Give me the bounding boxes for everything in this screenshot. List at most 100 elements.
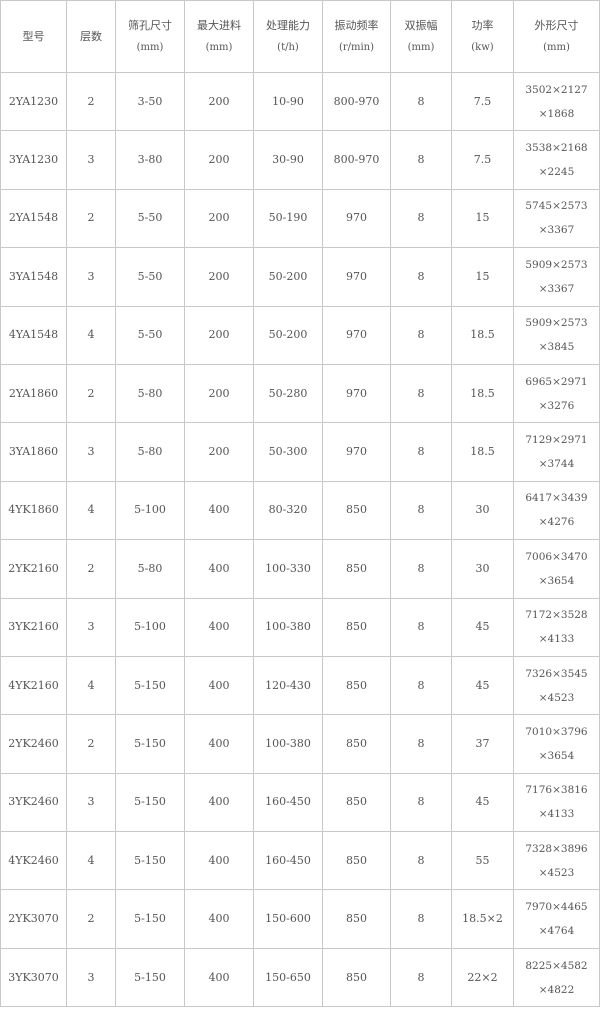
cell-capacity: 30-90 xyxy=(253,130,323,190)
dimension-line: ×4822 xyxy=(538,983,575,996)
cell-feed: 400 xyxy=(184,947,254,1008)
cell-model: 3YA1548 xyxy=(0,247,67,307)
cell-model: 2YA1548 xyxy=(0,188,67,249)
cell-power: 37 xyxy=(451,714,514,774)
dimension-line: ×3276 xyxy=(538,399,575,412)
cell-amp: 8 xyxy=(390,947,452,1008)
table-row: 3YK2160 3 5-100 400 100-380 850 8 45 7172×3528 ×4… xyxy=(0,597,600,657)
table-row: 2YA1860 2 5-80 200 50-280 970 8 18.5 6965×2971 ×3… xyxy=(0,363,600,424)
dimension-line: 3502×2127 xyxy=(525,83,588,96)
cell-dimensions: 7326×3545 ×4523 xyxy=(513,655,600,716)
cell-power: 30 xyxy=(451,480,514,541)
dimension-line: 7172×3528 xyxy=(525,609,588,622)
dimension-line: 7328×3896 xyxy=(525,842,588,855)
cell-power: 7.5 xyxy=(451,130,514,190)
cell-layers: 3 xyxy=(66,422,116,482)
cell-power: 45 xyxy=(451,655,514,716)
cell-layers: 3 xyxy=(66,130,116,190)
cell-mesh: 5-100 xyxy=(115,597,185,657)
cell-feed: 400 xyxy=(184,480,254,541)
cell-layers: 4 xyxy=(66,831,116,891)
cell-mesh: 5-150 xyxy=(115,947,185,1008)
dimension-line: 7326×3545 xyxy=(525,667,588,680)
cell-power: 15 xyxy=(451,247,514,307)
cell-layers: 4 xyxy=(66,655,116,716)
cell-capacity: 50-200 xyxy=(253,305,323,365)
cell-amp: 8 xyxy=(390,480,452,541)
cell-model: 2YK2160 xyxy=(0,539,67,599)
cell-capacity: 160-450 xyxy=(253,831,323,891)
cell-dimensions: 6417×3439 ×4276 xyxy=(513,480,600,541)
cell-model: 4YK1860 xyxy=(0,480,67,541)
table-row: 2YA1548 2 5-50 200 50-190 970 8 15 5745×2573 ×336… xyxy=(0,188,600,249)
table-row: 2YK2160 2 5-80 400 100-330 850 8 30 7006×3470 ×36… xyxy=(0,539,600,599)
cell-model: 2YK2460 xyxy=(0,714,67,774)
cell-dimensions: 6965×2971 ×3276 xyxy=(513,363,600,424)
table-row: 4YK1860 4 5-100 400 80-320 850 8 30 6417×3439 ×42… xyxy=(0,480,600,541)
dimension-line: ×3654 xyxy=(538,574,575,587)
cell-mesh: 5-80 xyxy=(115,539,185,599)
cell-capacity: 160-450 xyxy=(253,772,323,833)
cell-model: 3YA1230 xyxy=(0,130,67,190)
table-row: 3YK2460 3 5-150 400 160-450 850 8 45 7176×3816 ×4… xyxy=(0,772,600,833)
cell-dimensions: 7129×2971 ×3744 xyxy=(513,422,600,482)
dimension-line: 5745×2573 xyxy=(525,200,588,213)
cell-layers: 2 xyxy=(66,363,116,424)
dimension-line: ×4133 xyxy=(538,808,575,821)
dimension-line: ×3367 xyxy=(538,224,575,237)
cell-capacity: 100-380 xyxy=(253,714,323,774)
table-row: 2YK2460 2 5-150 400 100-380 850 8 37 7010×3796 ×3… xyxy=(0,714,600,774)
table-row: 2YK3070 2 5-150 400 150-600 850 8 18.5×2 7970×44… xyxy=(0,889,600,949)
cell-model: 2YK3070 xyxy=(0,889,67,949)
cell-model: 4YA1548 xyxy=(0,305,67,365)
cell-power: 55 xyxy=(451,831,514,891)
cell-amp: 8 xyxy=(390,597,452,657)
cell-mesh: 5-80 xyxy=(115,422,185,482)
cell-feed: 400 xyxy=(184,539,254,599)
header-amplitude: 双振幅 (mm) xyxy=(390,0,452,73)
cell-amp: 8 xyxy=(390,831,452,891)
cell-power: 15 xyxy=(451,188,514,249)
cell-layers: 3 xyxy=(66,247,116,307)
dimension-line: 3538×2168 xyxy=(525,142,588,155)
cell-capacity: 150-650 xyxy=(253,947,323,1008)
cell-feed: 200 xyxy=(184,363,254,424)
cell-power: 18.5 xyxy=(451,305,514,365)
dimension-line: 7010×3796 xyxy=(525,725,588,738)
cell-layers: 2 xyxy=(66,71,116,132)
cell-capacity: 100-380 xyxy=(253,597,323,657)
cell-model: 2YA1860 xyxy=(0,363,67,424)
cell-mesh: 5-50 xyxy=(115,305,185,365)
cell-amp: 8 xyxy=(390,71,452,132)
cell-mesh: 5-150 xyxy=(115,772,185,833)
cell-amp: 8 xyxy=(390,305,452,365)
cell-freq: 850 xyxy=(322,714,391,774)
header-dimensions: 外形尺寸 (mm) xyxy=(513,0,600,73)
cell-mesh: 3-50 xyxy=(115,71,185,132)
cell-amp: 8 xyxy=(390,422,452,482)
cell-dimensions: 5909×2573 ×3845 xyxy=(513,305,600,365)
cell-power: 7.5 xyxy=(451,71,514,132)
cell-model: 2YA1230 xyxy=(0,71,67,132)
cell-power: 18.5 xyxy=(451,363,514,424)
table-row: 2YA1230 2 3-50 200 10-90 800-970 8 7.5 3502×2127… xyxy=(0,71,600,132)
cell-mesh: 5-50 xyxy=(115,247,185,307)
dimension-line: 6965×2971 xyxy=(525,375,588,388)
cell-layers: 4 xyxy=(66,305,116,365)
table-row: 4YK2460 4 5-150 400 160-450 850 8 55 7328×3896 ×4… xyxy=(0,831,600,891)
cell-freq: 970 xyxy=(322,305,391,365)
cell-dimensions: 3502×2127 ×1868 xyxy=(513,71,600,132)
table-row: 4YA1548 4 5-50 200 50-200 970 8 18.5 5909×2573 ×3… xyxy=(0,305,600,365)
table-row: 3YA1860 3 5-80 200 50-300 970 8 18.5 7129×2971 ×3… xyxy=(0,422,600,482)
cell-amp: 8 xyxy=(390,363,452,424)
cell-model: 3YK2460 xyxy=(0,772,67,833)
header-layers: 层数 xyxy=(66,0,116,73)
header-row: 型号 层数 筛孔尺寸 (mm) 最大进料 (mm) 处理能力 (t/h) 振动频率 (r… xyxy=(0,0,600,73)
dimension-line: ×4523 xyxy=(538,691,575,704)
cell-capacity: 50-300 xyxy=(253,422,323,482)
dimension-line: 6417×3439 xyxy=(525,492,588,505)
dimension-line: ×4276 xyxy=(538,516,575,529)
cell-dimensions: 5909×2573 ×3367 xyxy=(513,247,600,307)
cell-model: 3YK2160 xyxy=(0,597,67,657)
cell-amp: 8 xyxy=(390,714,452,774)
